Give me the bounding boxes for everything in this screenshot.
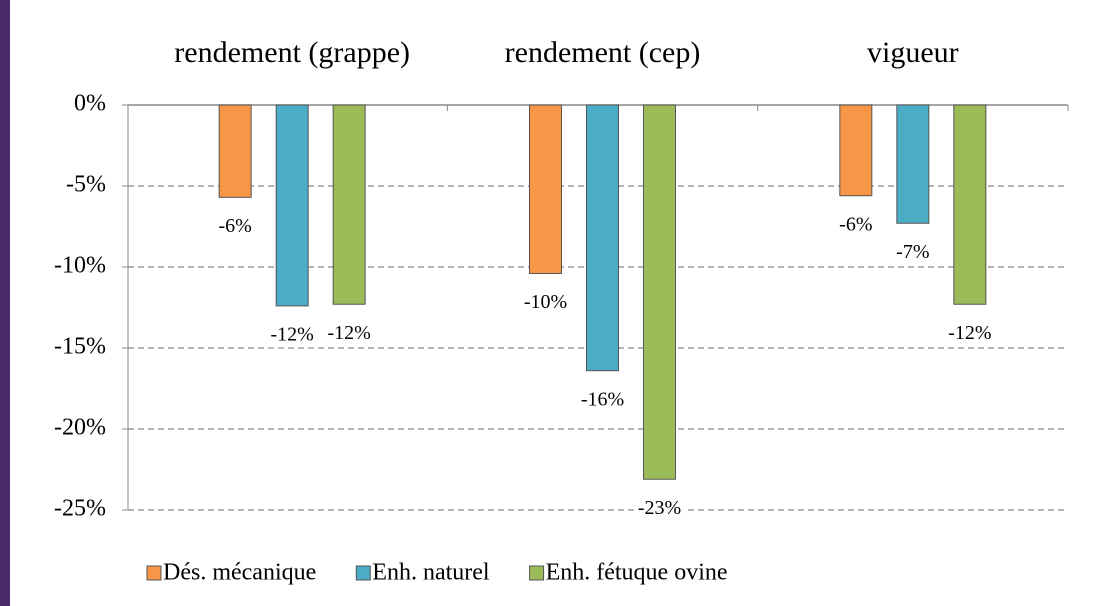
value-label-bg: [519, 289, 572, 316]
bar: [643, 104, 676, 480]
value-label: -12%: [948, 322, 991, 344]
value-label-bg: [944, 319, 996, 346]
category-label: rendement (grappe): [174, 36, 410, 69]
bar: [275, 104, 309, 307]
bar: [896, 104, 930, 224]
value-label-bg: [266, 321, 318, 348]
legend-label: Enh. naturel: [372, 560, 490, 586]
value-label: -6%: [839, 213, 872, 235]
y-tick-label: -5%: [66, 172, 106, 198]
bar: [529, 104, 562, 274]
category-label: rendement (cep): [505, 36, 701, 69]
bar: [218, 104, 252, 198]
value-label-bg: [892, 238, 934, 265]
legend-label: Dés. mécanique: [163, 560, 316, 586]
value-label-bg: [214, 212, 256, 239]
legend-swatch: [529, 565, 545, 581]
value-label: -10%: [524, 291, 567, 313]
value-label: -7%: [896, 241, 929, 263]
value-label-bg: [835, 211, 877, 238]
value-label: -12%: [328, 322, 371, 344]
legend-label: Enh. fétuque ovine: [546, 560, 728, 586]
legend-swatch: [355, 565, 371, 581]
bar: [332, 104, 366, 305]
y-tick-label: -10%: [54, 253, 106, 279]
value-label-bg: [633, 494, 686, 521]
value-label: -6%: [219, 215, 252, 237]
value-label-bg: [323, 319, 375, 346]
y-tick-label: -25%: [54, 496, 106, 522]
category-label: vigueur: [867, 36, 959, 69]
value-label: -16%: [581, 388, 624, 410]
side-strip: [0, 0, 10, 606]
value-label: -23%: [638, 497, 681, 519]
y-tick-label: 0%: [74, 91, 106, 117]
value-label: -12%: [271, 323, 314, 345]
bar: [839, 104, 873, 197]
y-tick-label: -15%: [54, 334, 106, 360]
bar: [586, 104, 619, 372]
legend-swatch: [146, 565, 162, 581]
y-tick-label: -20%: [54, 415, 106, 441]
value-label-bg: [576, 386, 629, 413]
bar: [953, 104, 987, 305]
